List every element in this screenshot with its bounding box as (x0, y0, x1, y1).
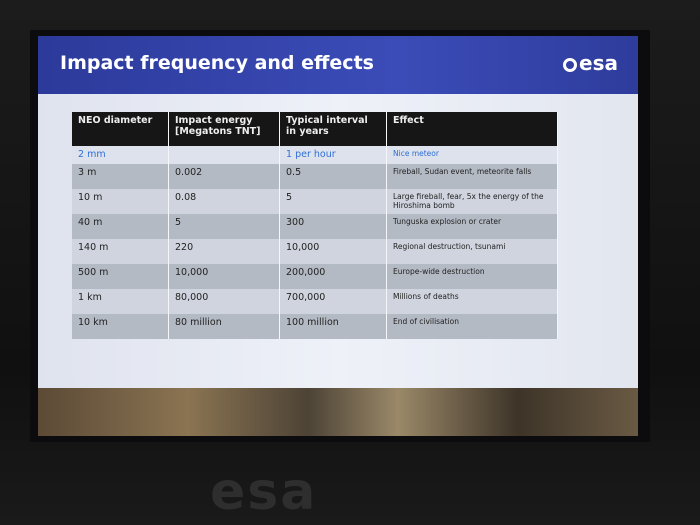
table-cell: 220 (168, 239, 280, 264)
table-cell: 1 per hour (279, 146, 387, 164)
column-header: Effect (386, 112, 558, 146)
column-header: NEO diameter (72, 112, 169, 146)
stage-logo: esa (210, 462, 318, 522)
table-cell: End of civilisation (386, 314, 558, 339)
table-cell: Nice meteor (386, 146, 558, 164)
title-band: Impact frequency and effects esa (38, 36, 638, 94)
table-cell: 10 km (72, 314, 169, 339)
table-cell: 80,000 (168, 289, 280, 314)
table-cell: 40 m (72, 214, 169, 239)
table-cell: 10,000 (279, 239, 387, 264)
table-cell: 10 m (72, 189, 169, 214)
table-cell: 5 (279, 189, 387, 214)
table-cell: 500 m (72, 264, 169, 289)
column-header: Impact energy [Megatons TNT] (168, 112, 280, 146)
table-row: 140 m 220 10,000 Regional destruction, tsun… (72, 239, 558, 264)
table-cell: 0.08 (168, 189, 280, 214)
table-cell: Millions of deaths (386, 289, 558, 314)
slide-title: Impact frequency and effects (60, 52, 374, 74)
table-cell: Large fireball, fear, 5x the energy of t… (386, 189, 558, 214)
column-header: Typical interval in years (279, 112, 387, 146)
table-cell: 700,000 (279, 289, 387, 314)
table-row: 40 m 5 300 Tunguska explosion or crater (72, 214, 558, 239)
impact-table: NEO diameter Impact energy [Megatons TNT]… (72, 112, 558, 339)
table-row: 3 m 0.002 0.5 Fireball, Sudan event, meteor… (72, 164, 558, 189)
slide-logo: esa (563, 51, 618, 75)
planet-image (38, 388, 638, 436)
table-cell: 1 km (72, 289, 169, 314)
table-cell: Tunguska explosion or crater (386, 214, 558, 239)
slide: Impact frequency and effects esa NEO dia… (38, 36, 638, 436)
table-cell: 80 million (168, 314, 280, 339)
table-body: 2 mm 1 per hour Nice meteor 3 m 0.002 0.5 Fire… (72, 146, 558, 339)
table-cell: 140 m (72, 239, 169, 264)
table-cell: 5 (168, 214, 280, 239)
table-cell: 100 million (279, 314, 387, 339)
table-cell: 200,000 (279, 264, 387, 289)
table-cell: Fireball, Sudan event, meteorite falls (386, 164, 558, 189)
table-row: 1 km 80,000 700,000 Millions of deaths (72, 289, 558, 314)
table-cell: 2 mm (72, 146, 169, 164)
table-cell: Regional destruction, tsunami (386, 239, 558, 264)
table-row: 10 km 80 million 100 million End of civilis… (72, 314, 558, 339)
table-cell: 3 m (72, 164, 169, 189)
table-cell: 0.002 (168, 164, 280, 189)
table-cell (168, 146, 280, 164)
table-cell: 300 (279, 214, 387, 239)
header-row: NEO diameter Impact energy [Megatons TNT]… (72, 112, 558, 146)
table-row: 500 m 10,000 200,000 Europe-wide destructio… (72, 264, 558, 289)
table-cell: 0.5 (279, 164, 387, 189)
table-cell: 10,000 (168, 264, 280, 289)
table-row: 2 mm 1 per hour Nice meteor (72, 146, 558, 164)
table-cell: Europe-wide destruction (386, 264, 558, 289)
table-row: 10 m 0.08 5 Large fireball, fear, 5x the en… (72, 189, 558, 214)
